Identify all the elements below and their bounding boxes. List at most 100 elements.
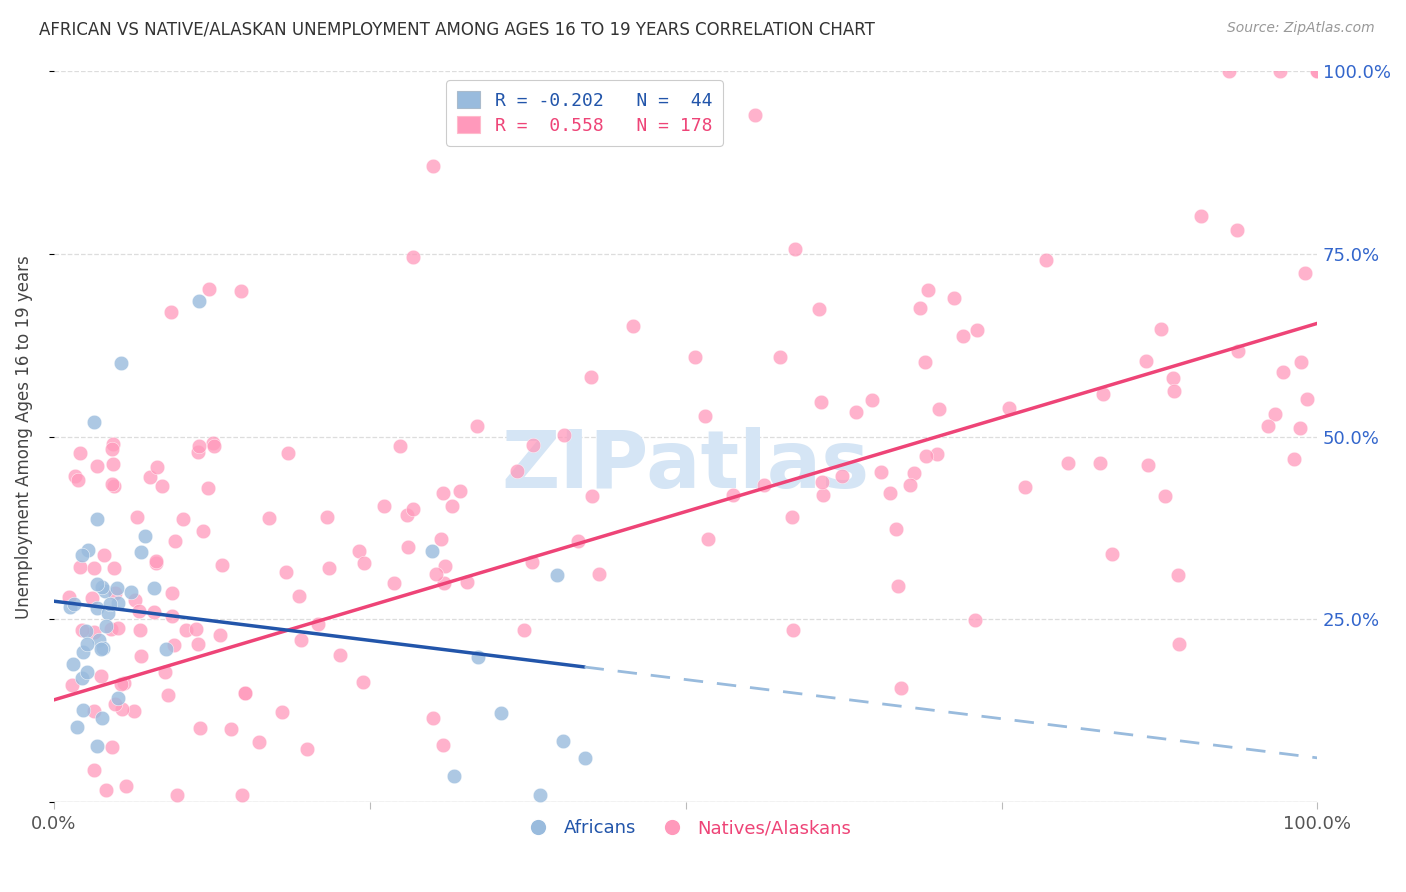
Point xyxy=(270,705,292,719)
Point xyxy=(139,470,162,484)
Point xyxy=(63,597,86,611)
Point xyxy=(914,355,936,369)
Point xyxy=(103,479,125,493)
Point xyxy=(697,532,720,546)
Point xyxy=(389,439,412,453)
Point xyxy=(754,478,776,492)
Point xyxy=(429,532,451,546)
Point xyxy=(105,581,128,595)
Point xyxy=(90,641,112,656)
Point xyxy=(66,720,89,734)
Point xyxy=(187,637,209,651)
Point xyxy=(1101,547,1123,561)
Point xyxy=(86,458,108,473)
Point xyxy=(188,721,211,735)
Point xyxy=(90,669,112,683)
Point xyxy=(1135,354,1157,368)
Point xyxy=(917,283,939,297)
Point xyxy=(723,488,745,502)
Point xyxy=(551,734,574,748)
Point xyxy=(94,618,117,632)
Point xyxy=(98,598,121,612)
Point xyxy=(229,284,252,298)
Point xyxy=(1014,480,1036,494)
Point xyxy=(683,350,706,364)
Point xyxy=(93,583,115,598)
Point xyxy=(72,645,94,659)
Point xyxy=(86,512,108,526)
Point xyxy=(128,623,150,637)
Point xyxy=(165,534,187,549)
Point xyxy=(83,561,105,575)
Point xyxy=(69,560,91,574)
Point xyxy=(903,467,925,481)
Point xyxy=(1226,344,1249,359)
Point xyxy=(76,665,98,679)
Point xyxy=(219,722,242,736)
Point xyxy=(744,108,766,122)
Point xyxy=(72,703,94,717)
Point xyxy=(1161,371,1184,385)
Point xyxy=(97,607,120,621)
Point xyxy=(153,665,176,680)
Point xyxy=(91,640,114,655)
Point xyxy=(107,690,129,705)
Point xyxy=(1057,456,1080,470)
Point xyxy=(402,250,425,264)
Point xyxy=(86,601,108,615)
Point xyxy=(382,575,405,590)
Point xyxy=(107,596,129,610)
Point xyxy=(72,671,94,685)
Point xyxy=(884,522,907,536)
Point xyxy=(107,621,129,635)
Point xyxy=(163,638,186,652)
Point xyxy=(440,500,463,514)
Point xyxy=(101,739,124,754)
Point xyxy=(104,586,127,600)
Point xyxy=(129,648,152,663)
Point xyxy=(966,323,988,337)
Point xyxy=(166,788,188,802)
Point xyxy=(914,450,936,464)
Point xyxy=(100,622,122,636)
Point xyxy=(811,475,834,489)
Point xyxy=(104,697,127,711)
Point xyxy=(257,511,280,525)
Point xyxy=(780,510,803,524)
Point xyxy=(1289,355,1312,369)
Point xyxy=(782,624,804,638)
Point xyxy=(82,591,104,606)
Point xyxy=(769,351,792,365)
Point xyxy=(353,556,375,570)
Point xyxy=(60,678,83,692)
Point xyxy=(1218,64,1240,78)
Point xyxy=(65,469,87,483)
Point xyxy=(83,415,105,429)
Point xyxy=(529,788,551,802)
Point xyxy=(187,445,209,459)
Point xyxy=(1136,458,1159,472)
Point xyxy=(172,511,194,525)
Point xyxy=(58,590,80,604)
Point xyxy=(277,446,299,460)
Point xyxy=(70,623,93,637)
Point xyxy=(62,657,84,671)
Point xyxy=(159,305,181,319)
Point xyxy=(188,439,211,453)
Point xyxy=(101,477,124,491)
Point xyxy=(1268,64,1291,78)
Point xyxy=(131,545,153,559)
Point xyxy=(1092,387,1115,401)
Point xyxy=(86,577,108,591)
Point xyxy=(91,580,114,594)
Point xyxy=(467,650,489,665)
Point xyxy=(928,402,950,417)
Point xyxy=(522,438,544,452)
Point xyxy=(553,428,575,442)
Point xyxy=(887,579,910,593)
Point xyxy=(352,675,374,690)
Point xyxy=(1153,489,1175,503)
Point xyxy=(146,460,169,475)
Point xyxy=(211,558,233,572)
Point xyxy=(1306,64,1329,78)
